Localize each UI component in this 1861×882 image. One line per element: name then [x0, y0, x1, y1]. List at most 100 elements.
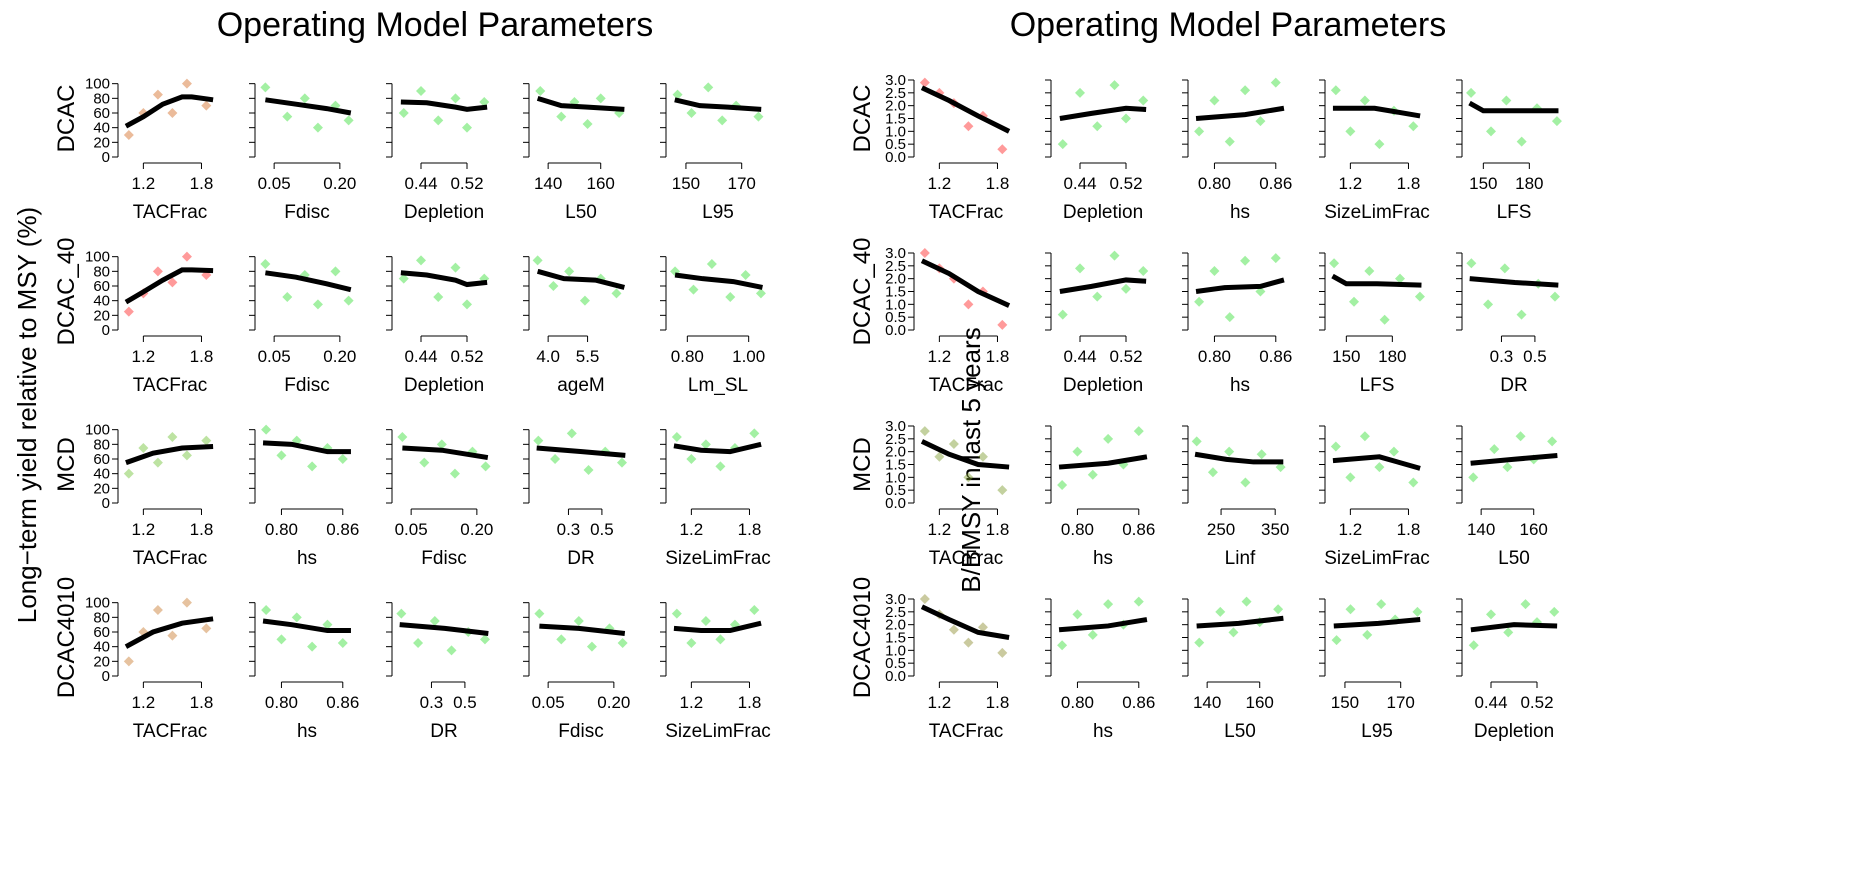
trend-line	[1331, 273, 1422, 288]
point	[535, 86, 546, 96]
point	[433, 115, 444, 126]
point	[307, 461, 318, 472]
x-tick-label: 1.8	[1397, 174, 1421, 193]
point	[550, 454, 561, 464]
trend-line	[674, 97, 762, 112]
point	[1240, 255, 1251, 266]
x-tick-label: 0.05	[532, 693, 565, 712]
point	[1489, 444, 1500, 455]
point	[337, 638, 348, 648]
point	[963, 637, 974, 648]
point	[1138, 265, 1149, 276]
trend-line	[1194, 451, 1284, 465]
point	[1395, 273, 1405, 284]
point	[1345, 604, 1356, 615]
x-tick-label: 0.86	[1122, 693, 1155, 712]
x-tick-label: 0.86	[1122, 520, 1155, 539]
x-tick-label: 0.52	[1520, 693, 1553, 712]
point	[1121, 283, 1131, 294]
x-tick-label: 140	[1467, 520, 1495, 539]
trend-line	[1059, 105, 1147, 121]
point	[480, 461, 491, 472]
y-tick-label: 0.0	[885, 149, 906, 166]
y-tick-label: 1.5	[885, 630, 906, 647]
x-tick-label: 150	[1331, 693, 1359, 712]
y-tick-label: 2.5	[885, 431, 906, 448]
point	[152, 89, 163, 100]
point	[1057, 640, 1068, 651]
y-tick-label: 1.5	[885, 284, 906, 301]
x-tick-label: 160	[1520, 520, 1548, 539]
trend-line	[673, 620, 762, 634]
point	[997, 144, 1008, 155]
point	[276, 450, 287, 461]
trend-line	[125, 444, 214, 466]
point	[749, 605, 760, 615]
x-tick-label: 0.20	[323, 347, 356, 366]
point	[449, 468, 460, 479]
point	[312, 299, 323, 310]
x-axis-title: TACFrac	[133, 721, 208, 742]
point	[181, 597, 192, 608]
trend-line	[400, 270, 488, 288]
point	[1191, 436, 1202, 447]
point	[419, 457, 430, 468]
x-axis-title: Depletion	[1474, 721, 1554, 742]
y-tick-label: 1.0	[885, 123, 906, 140]
point	[532, 255, 543, 266]
point	[1376, 599, 1387, 610]
row-label: DCAC4010	[849, 577, 876, 698]
x-axis-title: DR	[1500, 375, 1527, 396]
x-tick-label: 170	[728, 174, 756, 193]
x-axis-title: hs	[1230, 202, 1250, 223]
point	[997, 485, 1008, 496]
point	[753, 111, 764, 122]
x-axis-title: DR	[567, 548, 594, 569]
point	[1075, 87, 1085, 98]
point	[1468, 640, 1479, 651]
point	[1551, 116, 1562, 127]
y-tick-label: 60	[93, 624, 110, 641]
point	[1240, 85, 1251, 96]
x-axis-title: TACFrac	[133, 548, 208, 569]
point	[1549, 606, 1560, 617]
x-axis-title: Fdisc	[421, 548, 466, 569]
x-tick-label: 0.80	[1198, 174, 1231, 193]
x-tick-label: 0.44	[1474, 693, 1507, 712]
x-tick-label: 1.8	[190, 520, 214, 539]
y-tick-label: 100	[85, 76, 110, 93]
point	[948, 438, 959, 449]
trend-line	[1332, 105, 1421, 119]
point	[201, 100, 212, 111]
x-tick-label: 0.44	[1063, 347, 1096, 366]
point	[1374, 139, 1385, 150]
point	[416, 255, 426, 266]
point	[282, 292, 293, 302]
x-axis-title: Fdisc	[284, 202, 329, 223]
point	[977, 451, 988, 462]
panel-title: Operating Model Parameters	[1010, 6, 1447, 44]
point	[1515, 431, 1526, 442]
point	[688, 284, 699, 295]
trend-line	[124, 267, 214, 305]
point	[276, 634, 287, 645]
y-tick-label: 2.0	[885, 271, 906, 288]
point	[706, 259, 717, 269]
x-axis-title: SizeLimFrac	[665, 548, 771, 569]
y-tick-label: 0	[102, 322, 110, 339]
point	[1414, 291, 1425, 302]
point	[1194, 637, 1205, 648]
x-tick-label: 5.5	[576, 347, 600, 366]
x-tick-label: 150	[672, 174, 700, 193]
y-tick-label: 0.0	[885, 322, 906, 339]
y-tick-label: 2.5	[885, 258, 906, 275]
x-axis-title: TACFrac	[929, 721, 1004, 742]
x-tick-label: 1.8	[1397, 520, 1421, 539]
x-axis-title: hs	[1093, 721, 1113, 742]
point	[1408, 121, 1419, 132]
y-axis-title: Long−term yield relative to MSY (%)	[12, 207, 42, 623]
point	[1549, 291, 1560, 302]
x-axis-title: Depletion	[404, 375, 484, 396]
x-tick-label: 1.2	[928, 693, 952, 712]
trend-line	[539, 623, 626, 636]
